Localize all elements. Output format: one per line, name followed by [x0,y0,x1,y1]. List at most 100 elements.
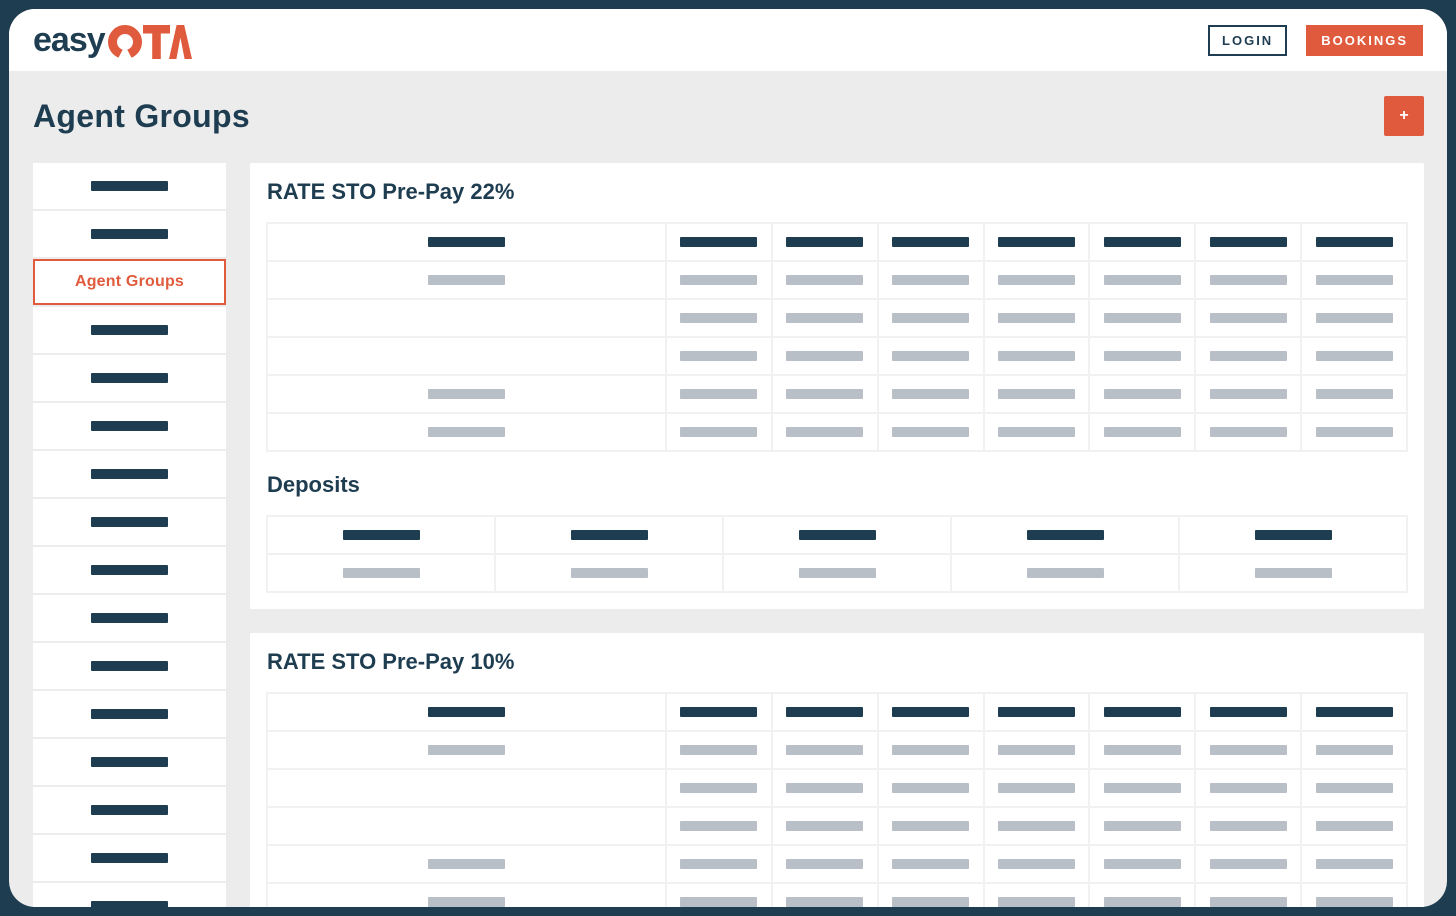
redacted-cell [982,844,1091,884]
redacted-cell [665,260,773,300]
sidebar-item-placeholder[interactable] [33,547,226,593]
redacted-text-bar [680,237,758,247]
redacted-header-cell [876,222,985,262]
redacted-cell [876,298,985,338]
sidebar-item-placeholder[interactable] [33,739,226,785]
redacted-cell [770,260,879,300]
redacted-text-bar [786,897,864,907]
redacted-cell [265,298,668,338]
sidebar-item-placeholder[interactable] [33,211,226,257]
redacted-text-bar [997,745,1075,755]
sidebar-item-placeholder[interactable] [33,787,226,833]
redacted-cell [1300,336,1408,376]
redacted-text-bar [892,783,970,793]
redacted-header-cell [722,515,952,555]
redacted-text-bar [1103,237,1181,247]
sidebar-item-placeholder[interactable] [33,163,226,209]
redacted-cell [665,806,773,846]
redacted-cell [1194,412,1303,452]
redacted-text-bar [786,427,864,437]
redacted-cell [770,730,879,770]
redacted-cell [982,260,1091,300]
sidebar-item-placeholder[interactable] [33,643,226,689]
redacted-text-bar [1315,275,1393,285]
redacted-cell [665,768,773,808]
app-window: easy LOGIN BOOKINGS Agent Groups + [9,9,1447,907]
redacted-text-bar [1209,783,1287,793]
redacted-text-bar [786,351,864,361]
redacted-cell [265,336,668,376]
redacted-text-bar [997,859,1075,869]
redacted-text-bar [892,821,970,831]
redacted-cell [265,260,668,300]
redacted-text-bar [892,351,970,361]
redacted-cell [265,844,668,884]
sidebar-item-placeholder[interactable] [33,355,226,401]
redacted-header-cell [665,692,773,732]
redacted-text-bar [428,859,506,869]
main-panel: RATE STO Pre-Pay 22% Deposits RATE STO P… [250,163,1424,907]
sidebar-item-placeholder[interactable] [33,451,226,497]
sidebar-item-placeholder[interactable] [33,883,226,907]
redacted-text-bar [892,745,970,755]
rate-card-10: RATE STO Pre-Pay 10% [250,633,1424,907]
redacted-cell [1088,844,1197,884]
redacted-text-bar [428,897,506,907]
redacted-text-bar [91,229,168,239]
redacted-text-bar [997,897,1075,907]
redacted-cell [1194,336,1303,376]
redacted-cell [950,553,1180,593]
bookings-button[interactable]: BOOKINGS [1306,24,1423,56]
redacted-cell [1300,844,1408,884]
redacted-text-bar [1026,568,1104,578]
redacted-text-bar [798,568,876,578]
add-group-button[interactable]: + [1384,96,1424,136]
redacted-text-bar [1209,237,1287,247]
redacted-text-bar [91,469,168,479]
redacted-text-bar [786,859,864,869]
redacted-cell [770,298,879,338]
header-actions: LOGIN BOOKINGS [1208,24,1423,56]
login-button[interactable]: LOGIN [1208,24,1288,56]
sidebar-item-placeholder[interactable] [33,307,226,353]
redacted-cell [982,336,1091,376]
redacted-text-bar [1103,745,1181,755]
redacted-text-bar [1209,859,1287,869]
redacted-text-bar [91,517,168,527]
sidebar-item-placeholder[interactable] [33,403,226,449]
redacted-header-cell [876,692,985,732]
sidebar-item-placeholder[interactable] [33,691,226,737]
body-row: Agent Groups RATE STO Pre-Pay 22% Deposi… [33,163,1424,907]
redacted-text-bar [428,427,506,437]
logo-ota-icon [107,25,192,59]
redacted-cell [1300,730,1408,770]
redacted-cell [876,730,985,770]
redacted-header-cell [1194,692,1303,732]
deposits-table-container [266,515,1408,593]
sidebar-item-agent-groups[interactable]: Agent Groups [33,259,226,305]
redacted-text-bar [680,389,758,399]
redacted-cell [665,730,773,770]
redacted-text-bar [1209,745,1287,755]
redacted-text-bar [1315,897,1393,907]
sidebar-item-placeholder[interactable] [33,835,226,881]
redacted-text-bar [342,530,420,540]
redacted-text-bar [892,707,970,717]
redacted-text-bar [1315,783,1393,793]
sidebar-item-placeholder[interactable] [33,499,226,545]
redacted-text-bar [1315,313,1393,323]
redacted-text-bar [91,613,168,623]
redacted-cell [265,412,668,452]
sidebar-item-placeholder[interactable] [33,595,226,641]
table-header-row [265,222,1408,262]
redacted-text-bar [997,275,1075,285]
redacted-cell [1300,260,1408,300]
redacted-cell [770,374,879,414]
redacted-cell [1194,374,1303,414]
redacted-text-bar [1103,859,1181,869]
logo: easy [33,21,192,59]
table-row [265,730,1408,770]
redacted-cell [1194,844,1303,884]
redacted-header-cell [665,222,773,262]
redacted-text-bar [892,859,970,869]
